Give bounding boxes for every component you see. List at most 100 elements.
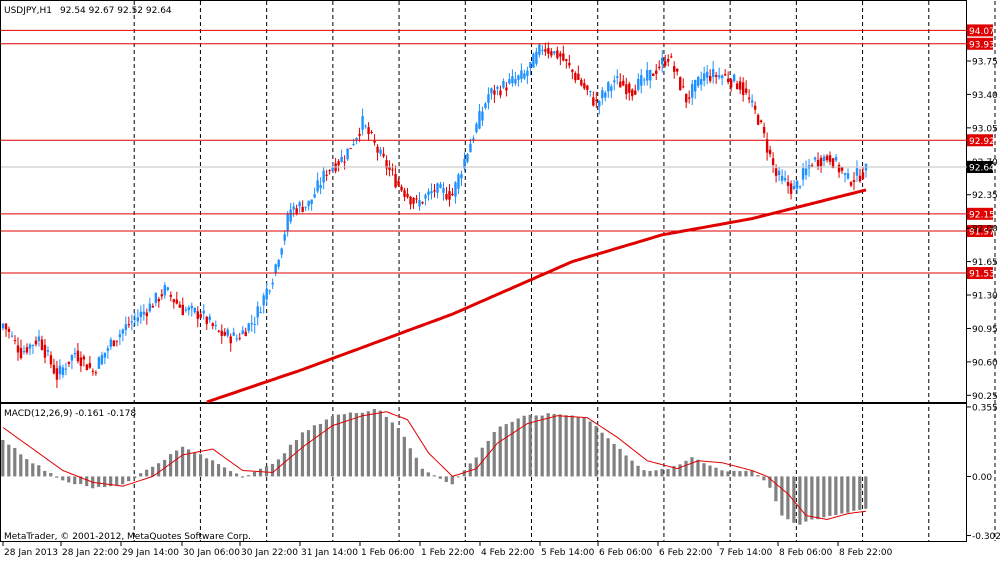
candle-body <box>361 116 364 130</box>
macd-histogram-bar <box>97 476 101 487</box>
candle-body <box>831 158 835 169</box>
candle-body <box>82 356 86 360</box>
macd-histogram-bar <box>438 476 442 479</box>
candle-body <box>316 180 319 192</box>
candle-body <box>493 90 496 95</box>
macd-histogram-bar <box>408 448 412 477</box>
candle-body <box>328 170 331 172</box>
candle-body <box>220 330 223 336</box>
candle-body <box>208 316 211 320</box>
macd-histogram-bar <box>294 440 299 477</box>
macd-histogram-bar <box>354 413 358 477</box>
candle-body <box>202 310 205 314</box>
macd-histogram-bar <box>726 471 730 477</box>
candle-body <box>85 364 89 371</box>
candle-body <box>858 175 862 182</box>
candle-body <box>355 137 358 140</box>
macd-histogram-bar <box>300 432 305 477</box>
macd-histogram-bar <box>474 457 478 477</box>
candle-body <box>720 75 724 79</box>
candle-body <box>655 70 658 74</box>
macd-histogram-bar <box>157 463 161 477</box>
candle-body <box>190 305 193 309</box>
candle-body <box>73 352 77 355</box>
candle-body <box>595 100 598 102</box>
candle-body <box>418 199 421 207</box>
candle-body <box>610 86 613 91</box>
candle-body <box>469 143 472 153</box>
macd-histogram-bar <box>240 476 245 478</box>
candle-body <box>67 361 71 364</box>
macd-histogram-bar <box>384 416 388 477</box>
candle-body <box>786 181 790 186</box>
candle-body <box>753 105 757 110</box>
candle-body <box>813 157 817 160</box>
candle-body <box>667 58 670 62</box>
candle-body <box>789 183 793 194</box>
macd-histogram-bar <box>324 419 329 477</box>
candle-body <box>397 180 400 186</box>
candle-body <box>732 74 736 82</box>
candle-body <box>631 89 634 97</box>
candle-body <box>259 311 262 313</box>
candle-body <box>658 66 661 69</box>
candle-body <box>511 76 514 84</box>
macd-histogram-bar <box>360 412 364 477</box>
macd-histogram-bar <box>444 476 448 483</box>
macd-histogram-bar <box>522 415 526 477</box>
candle-body <box>430 191 433 194</box>
candle-body <box>708 75 712 81</box>
candle-body <box>232 332 235 336</box>
price-panel[interactable] <box>0 0 967 403</box>
macd-histogram-bar <box>222 467 227 477</box>
candle-body <box>112 340 116 347</box>
macd-histogram-bar <box>588 421 592 477</box>
candle-body <box>825 155 829 161</box>
macd-histogram-bar <box>852 476 856 511</box>
level-price-label: 91.53 <box>969 270 995 280</box>
time-tick-label: 7 Feb 14:00 <box>719 548 773 558</box>
candle-body <box>133 318 137 320</box>
macd-histogram-bar <box>714 467 718 477</box>
candle-body <box>780 175 784 181</box>
candle-body <box>592 97 595 106</box>
candle-body <box>774 168 778 176</box>
candle-body <box>520 70 523 80</box>
candle-body <box>646 70 649 81</box>
macd-histogram-bar <box>169 454 173 477</box>
candle-body <box>148 303 152 312</box>
macd-histogram-bar <box>456 476 460 478</box>
time-tick-label: 30 Jan 22:00 <box>241 548 298 558</box>
macd-histogram-bar <box>486 440 490 477</box>
candle-body <box>664 61 667 66</box>
macd-histogram-bar <box>618 448 622 477</box>
candle-body <box>109 339 113 347</box>
level-price-tag <box>967 225 993 238</box>
macd-histogram-bar <box>348 412 352 477</box>
candle-body <box>526 70 529 76</box>
candle-body <box>798 186 802 188</box>
candle-body <box>118 334 122 338</box>
macd-histogram-bar <box>822 476 826 518</box>
candle-body <box>253 323 256 325</box>
macd-histogram-bar <box>690 457 694 477</box>
candle-body <box>214 325 217 327</box>
candle-body <box>451 193 454 196</box>
macd-histogram-bar <box>786 476 790 520</box>
level-price-tag <box>967 37 993 50</box>
candle-body <box>106 348 110 351</box>
candle-body <box>643 79 646 81</box>
macd-histogram-bar <box>762 476 766 481</box>
macd-histogram-bar <box>552 414 556 477</box>
macd-histogram-bar <box>696 459 700 477</box>
candle-body <box>679 77 682 91</box>
macd-histogram-bar <box>660 468 664 477</box>
candle-body <box>421 201 424 204</box>
macd-histogram-bar <box>252 471 257 477</box>
candle-body <box>846 173 850 179</box>
candle-body <box>541 49 544 51</box>
candle-body <box>792 186 796 190</box>
macd-histogram-bar <box>378 410 382 477</box>
